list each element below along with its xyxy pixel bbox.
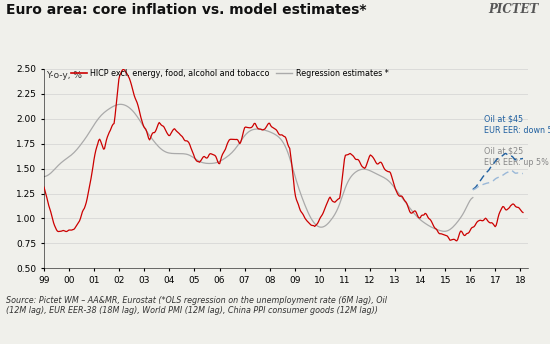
- Text: PICTET: PICTET: [489, 3, 539, 17]
- Text: Y-o-y, %: Y-o-y, %: [47, 71, 82, 80]
- Legend: HICP excl. energy, food, alcohol and tobacco, Regression estimates *: HICP excl. energy, food, alcohol and tob…: [71, 69, 388, 78]
- Text: Oil at $45
EUR EER: down 5%: Oil at $45 EUR EER: down 5%: [484, 115, 550, 135]
- Text: Oil at $25
EUR EER: up 5%: Oil at $25 EUR EER: up 5%: [484, 147, 549, 166]
- Text: Source: Pictet WM – AA&MR, Eurostat (*OLS regression on the unemployment rate (6: Source: Pictet WM – AA&MR, Eurostat (*OL…: [6, 296, 387, 315]
- Text: Euro area: core inflation vs. model estimates*: Euro area: core inflation vs. model esti…: [6, 3, 366, 18]
